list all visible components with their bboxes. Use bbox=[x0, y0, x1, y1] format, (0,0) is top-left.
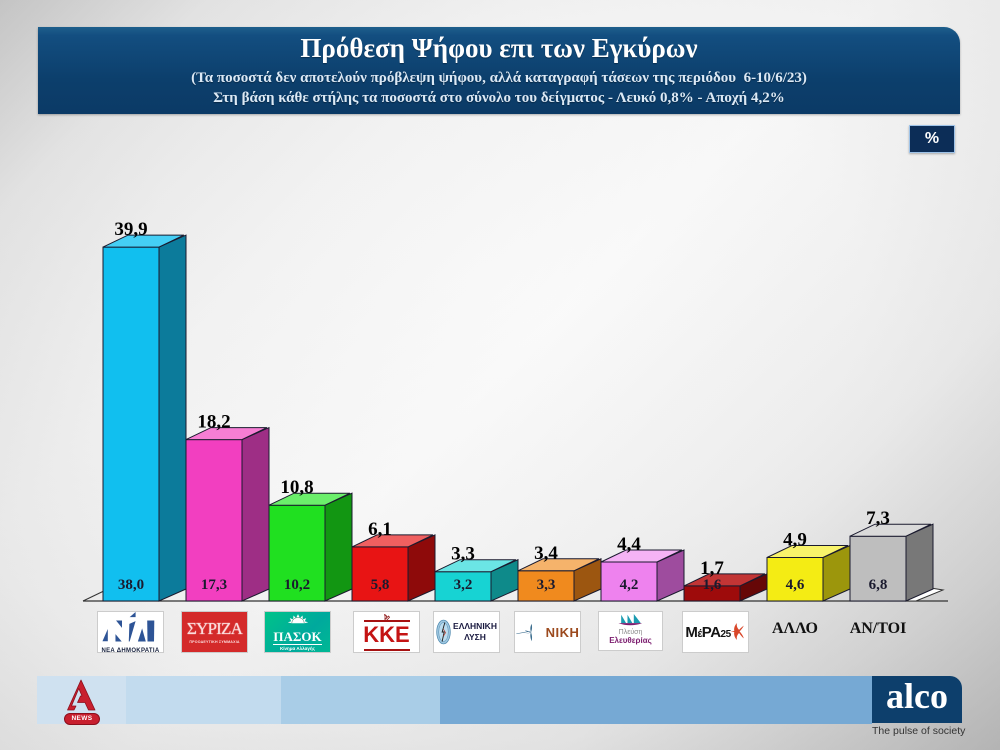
svg-text:3,3: 3,3 bbox=[451, 544, 475, 565]
svg-text:5,8: 5,8 bbox=[371, 577, 390, 593]
svg-text:39,9: 39,9 bbox=[114, 219, 147, 240]
svg-text:6,8: 6,8 bbox=[869, 577, 888, 593]
svg-text:4,4: 4,4 bbox=[617, 534, 641, 555]
svg-text:17,3: 17,3 bbox=[201, 577, 227, 593]
svg-text:1,7: 1,7 bbox=[700, 558, 724, 579]
svg-text:4,9: 4,9 bbox=[783, 530, 807, 551]
svg-text:10,2: 10,2 bbox=[284, 577, 310, 593]
svg-text:7,3: 7,3 bbox=[866, 508, 890, 529]
svg-text:6,1: 6,1 bbox=[368, 519, 392, 540]
svg-text:3,3: 3,3 bbox=[537, 577, 556, 593]
svg-text:38,0: 38,0 bbox=[118, 577, 144, 593]
svg-text:4,2: 4,2 bbox=[620, 577, 639, 593]
svg-text:3,4: 3,4 bbox=[534, 543, 558, 564]
svg-text:3,2: 3,2 bbox=[454, 577, 473, 593]
svg-text:1,6: 1,6 bbox=[703, 577, 722, 593]
svg-text:4,6: 4,6 bbox=[786, 577, 805, 593]
svg-text:18,2: 18,2 bbox=[197, 412, 230, 433]
svg-text:10,8: 10,8 bbox=[280, 477, 313, 498]
